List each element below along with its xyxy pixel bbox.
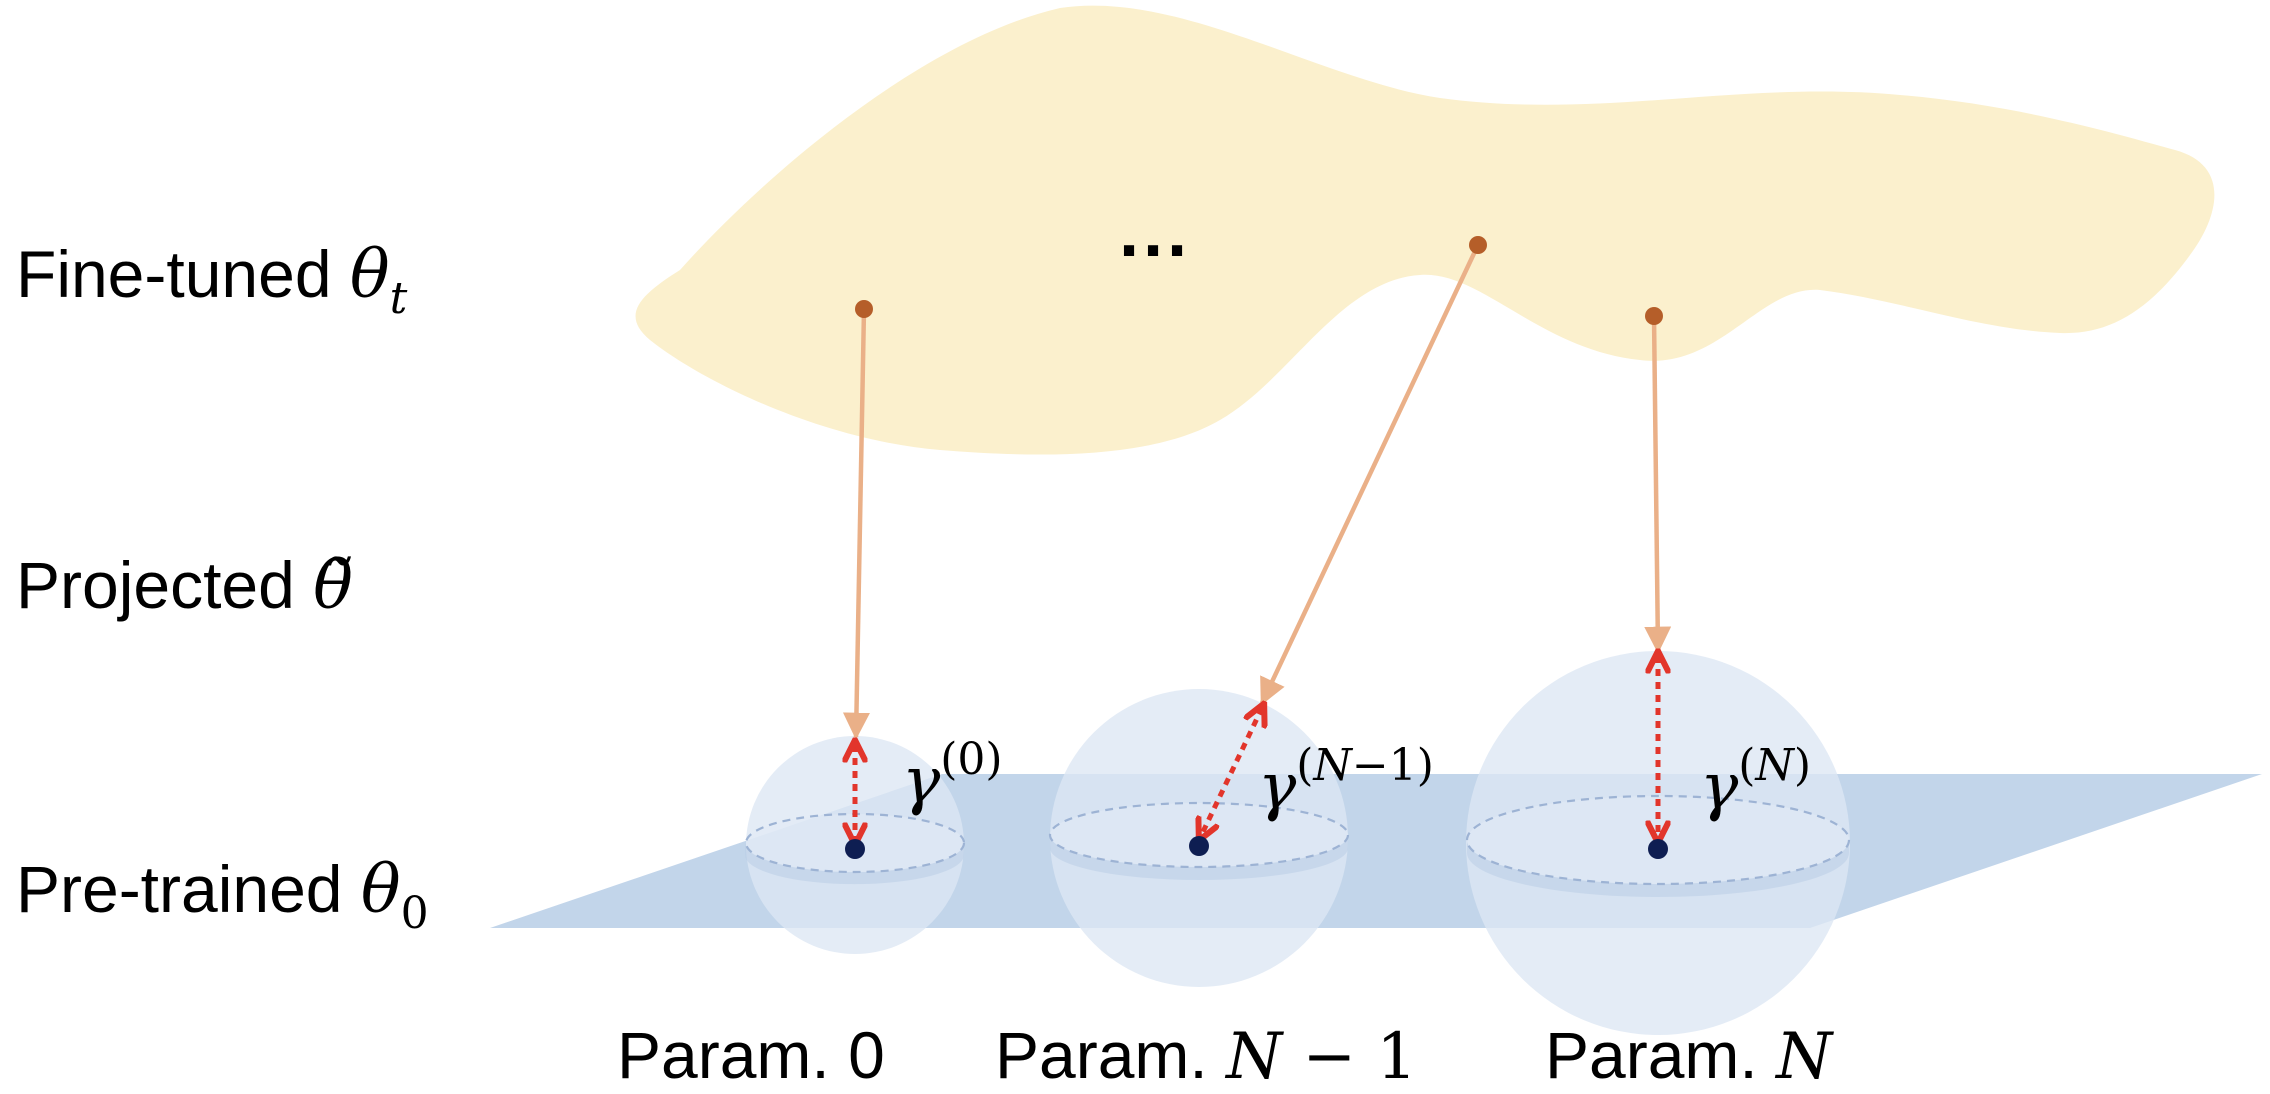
gamma-n-minus-1-tail: −1 — [1352, 740, 1417, 791]
param-0-value: 0 — [848, 1018, 885, 1092]
projection-arrow-n — [1644, 315, 1672, 654]
row-label-pre-trained-symbol: θ — [361, 851, 401, 928]
param-n-minus-1-suffix: − 1 — [1282, 1020, 1417, 1094]
param-0-prefix: Param. — [617, 1018, 848, 1092]
gamma-label-n: γ(N) — [1700, 740, 1811, 824]
param-n-minus-1-prefix: Param. — [995, 1018, 1226, 1092]
param-label-n-minus-1: Param. N − 1 — [995, 1018, 1417, 1094]
fine-tuned-point-n — [1645, 307, 1663, 325]
row-label-fine-tuned-text: Fine-tuned — [16, 237, 350, 311]
fine-tuned-point-0 — [855, 300, 873, 318]
pretrained-point-n — [1648, 839, 1668, 859]
pretrained-point-n-minus-1 — [1189, 836, 1209, 856]
gamma-n-open: ( — [1738, 740, 1755, 791]
gamma-0-close: ) — [985, 734, 1002, 785]
projection-arrow-n-minus-1 — [1259, 244, 1481, 706]
row-label-pre-trained-sub: 0 — [401, 888, 429, 939]
gamma-label-0: γ(0) — [902, 734, 1003, 818]
row-label-projected: Projected θ̃ — [16, 547, 353, 624]
ellipsis: ··· — [1119, 211, 1191, 291]
param-n-minus-1-value: N — [1224, 1020, 1284, 1094]
row-label-pre-trained: Pre-trained θ0 — [16, 851, 429, 939]
row-label-fine-tuned-sub: t — [390, 273, 408, 324]
pretrained-point-0 — [845, 839, 865, 859]
gamma-n-minus-1-inner: N — [1312, 740, 1353, 791]
param-n-value: N — [1774, 1020, 1834, 1094]
radius-arrow-n-minus-1 — [1201, 708, 1262, 836]
fine-tuned-point-n-minus-1 — [1469, 236, 1487, 254]
gamma-n-symbol: γ — [1700, 750, 1739, 824]
param-n-prefix: Param. — [1545, 1018, 1776, 1092]
gamma-n-minus-1-close: ) — [1417, 740, 1434, 791]
param-label-n: Param. N — [1545, 1018, 1834, 1094]
param-label-0: Param. 0 — [617, 1018, 885, 1092]
row-label-projected-text: Projected — [16, 548, 313, 622]
row-label-projected-symbol: θ̃ — [313, 547, 353, 624]
gamma-0-symbol: γ — [902, 744, 941, 818]
gamma-label-n-minus-1: γ(N−1) — [1258, 740, 1434, 824]
gamma-n-close: ) — [1794, 740, 1811, 791]
row-label-fine-tuned-symbol: θ — [350, 236, 390, 313]
fine-tuned-region — [635, 5, 2215, 455]
gamma-n-minus-1-symbol: γ — [1258, 750, 1297, 824]
row-label-fine-tuned: Fine-tuned θt — [16, 236, 408, 324]
gamma-n-inner: N — [1754, 740, 1795, 791]
gamma-0-open: ( — [940, 734, 957, 785]
row-label-pre-trained-text: Pre-trained — [16, 852, 361, 926]
projection-arrow-0 — [842, 308, 870, 740]
gamma-0-inner: 0 — [957, 734, 985, 785]
gamma-n-minus-1-open: ( — [1296, 740, 1313, 791]
